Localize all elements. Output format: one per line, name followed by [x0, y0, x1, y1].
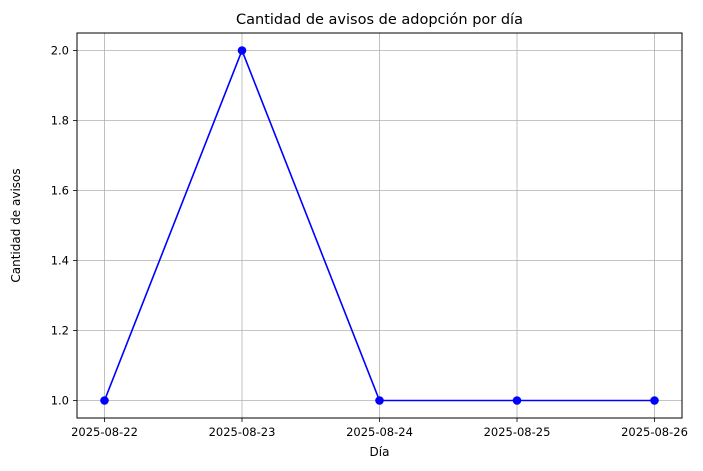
x-tick-label: 2025-08-23 [209, 425, 276, 439]
y-tick-label: 1.6 [51, 184, 69, 198]
y-tick-label: 1.4 [51, 254, 69, 268]
y-tick-label: 1.2 [51, 324, 69, 338]
x-tick-label: 2025-08-24 [346, 425, 413, 439]
y-tick-label: 1.0 [51, 394, 69, 408]
data-point [512, 396, 522, 405]
data-point [650, 396, 659, 405]
grid-lines [77, 33, 682, 418]
x-axis-label: Día [370, 445, 390, 459]
series-layer [100, 46, 659, 405]
chart-title: Cantidad de avisos de adopción por día [236, 12, 523, 28]
data-point [375, 396, 384, 405]
x-tick-label: 2025-08-25 [484, 425, 551, 439]
y-axis-label: Cantidad de avisos [9, 168, 23, 282]
data-point [100, 396, 109, 405]
x-tick-label: 2025-08-26 [621, 425, 688, 439]
axis-ticks: 2025-08-22 2025-08-23 2025-08-24 2025-08-25… [51, 44, 688, 440]
data-point [237, 46, 247, 55]
y-tick-label: 1.8 [51, 114, 69, 128]
x-tick-label: 2025-08-22 [71, 425, 138, 439]
y-tick-label: 2.0 [51, 44, 69, 58]
